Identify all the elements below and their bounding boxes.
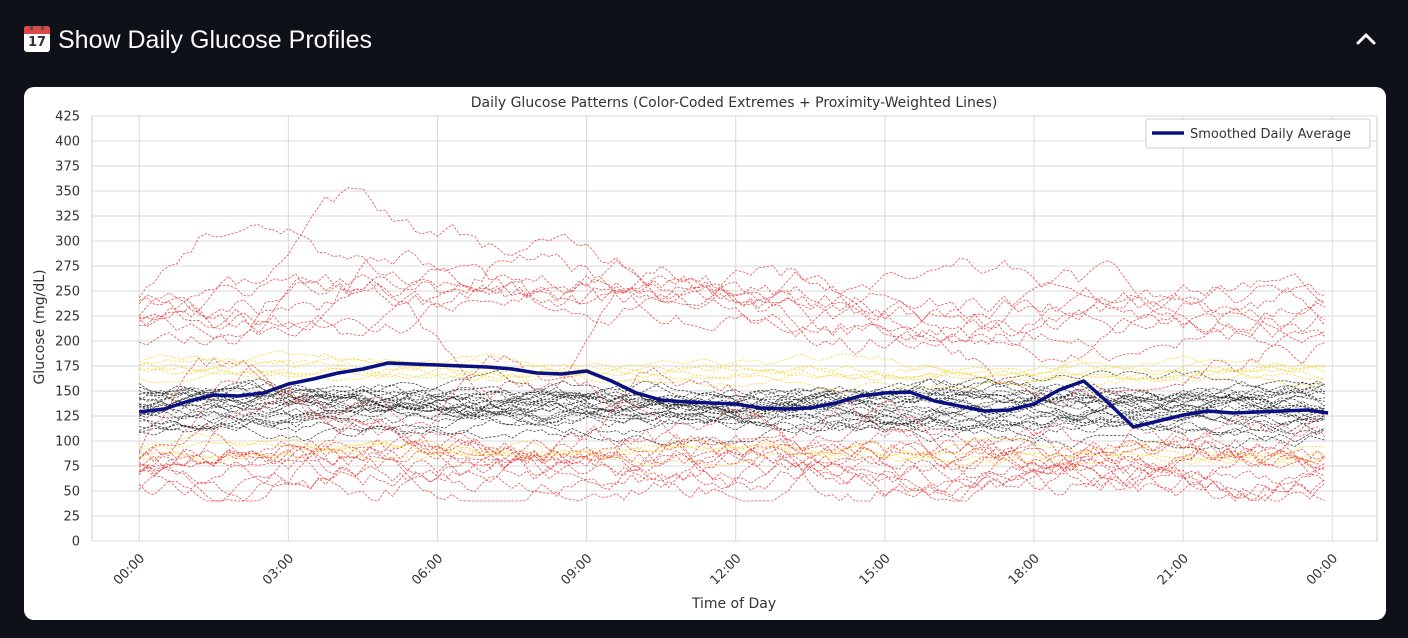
near-range-day-line — [139, 438, 1325, 467]
in-range-day-line — [139, 380, 1325, 419]
in-range-day-line — [138, 383, 1326, 436]
y-tick-label: 250 — [55, 285, 80, 300]
in-range-day-line — [139, 411, 1326, 450]
y-tick-label: 75 — [63, 460, 80, 475]
calendar-icon-number: 17 — [27, 35, 47, 50]
near-range-day-line — [139, 358, 1325, 388]
extreme-day-line — [138, 408, 1325, 502]
y-tick-label: 25 — [63, 510, 80, 525]
near-range-day-line — [139, 355, 1325, 381]
x-tick-label: 12:00 — [707, 551, 744, 588]
calendar-icon: 17 — [24, 26, 50, 52]
in-range-day-line — [139, 379, 1325, 421]
near-range-day-line — [139, 354, 1325, 384]
extreme-day-line — [138, 357, 1326, 502]
near-range-day-line — [139, 353, 1325, 387]
near-range-day-line — [139, 349, 1325, 380]
legend: Smoothed Daily Average — [1145, 118, 1371, 149]
chevron-up-icon[interactable] — [1351, 24, 1381, 54]
in-range-day-line — [139, 392, 1325, 422]
x-tick-label: 00:00 — [111, 551, 148, 588]
in-range-day-line — [139, 385, 1325, 420]
x-tick-label: 18:00 — [1006, 551, 1043, 588]
y-tick-label: 150 — [55, 385, 80, 400]
y-tick-label: 350 — [55, 185, 80, 200]
in-range-day-line — [139, 380, 1325, 420]
extreme-day-line — [139, 417, 1325, 502]
glucose-chart: Daily Glucose Patterns (Color-Coded Extr… — [32, 95, 1378, 612]
smoothed-average-line — [138, 361, 1329, 429]
legend-label: Smoothed Daily Average — [1190, 127, 1351, 142]
x-tick-label: 21:00 — [1155, 551, 1192, 588]
extreme-day-line — [138, 224, 1325, 307]
in-range-day-line — [139, 380, 1325, 425]
y-tick-label: 100 — [55, 435, 80, 450]
y-tick-label: 325 — [55, 210, 80, 225]
in-range-day-line — [138, 385, 1325, 430]
in-range-day-line — [139, 381, 1325, 421]
x-tick-label: 03:00 — [260, 551, 297, 588]
expander-header[interactable]: 17 Show Daily Glucose Profiles — [0, 0, 1408, 80]
y-tick-label: 425 — [55, 110, 80, 125]
extreme-day-line — [138, 253, 1325, 363]
x-tick-label: 06:00 — [409, 551, 446, 588]
chart-card: Daily Glucose Patterns (Color-Coded Extr… — [24, 87, 1386, 620]
y-tick-label: 375 — [55, 160, 80, 175]
extreme-day-line — [139, 273, 1326, 337]
extreme-day-line — [138, 439, 1326, 502]
in-range-day-line — [139, 393, 1326, 433]
extreme-day-line — [139, 411, 1325, 482]
chart-title: Daily Glucose Patterns (Color-Coded Extr… — [471, 95, 998, 111]
extreme-day-line — [138, 421, 1325, 489]
in-range-day-line — [139, 369, 1325, 430]
y-tick-label: 400 — [55, 135, 80, 150]
x-tick-label: 00:00 — [1304, 551, 1341, 588]
y-tick-label: 125 — [55, 410, 80, 425]
extreme-day-line — [139, 425, 1326, 488]
in-range-day-line — [139, 400, 1325, 434]
extreme-day-line — [138, 422, 1325, 502]
y-tick-label: 0 — [72, 535, 80, 550]
extreme-day-line — [138, 354, 1326, 502]
extreme-day-line — [139, 187, 1326, 347]
in-range-day-line — [139, 378, 1325, 413]
y-tick-label: 200 — [55, 335, 80, 350]
y-tick-label: 275 — [55, 260, 80, 275]
in-range-day-line — [139, 404, 1325, 440]
y-tick-label: 175 — [55, 360, 80, 375]
y-tick-label: 225 — [55, 310, 80, 325]
extreme-day-line — [138, 265, 1325, 400]
in-range-day-line — [139, 378, 1326, 427]
extreme-day-line — [138, 271, 1326, 341]
y-axis-label: Glucose (mg/dL) — [32, 269, 48, 384]
legend-box — [1145, 118, 1371, 149]
extreme-day-line — [139, 249, 1325, 345]
extreme-day-line — [138, 434, 1326, 502]
x-axis-label: Time of Day — [691, 596, 776, 612]
y-tick-label: 50 — [63, 485, 80, 500]
extreme-day-line — [138, 267, 1325, 409]
x-tick-label: 15:00 — [857, 551, 894, 588]
expander-title: Show Daily Glucose Profiles — [58, 26, 373, 54]
x-tick-label: 09:00 — [558, 551, 595, 588]
extreme-day-line — [138, 367, 1326, 496]
y-tick-label: 300 — [55, 235, 80, 250]
in-range-day-line — [139, 370, 1325, 428]
near-range-day-line — [139, 440, 1325, 467]
